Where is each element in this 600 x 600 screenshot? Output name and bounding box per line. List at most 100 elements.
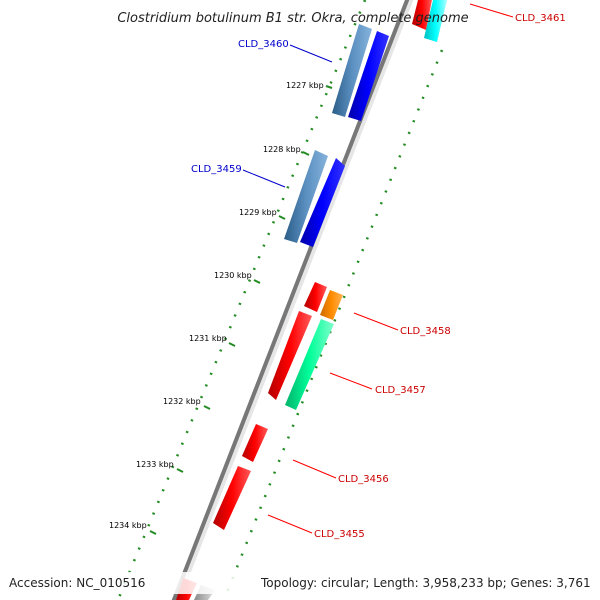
tick-dot: [257, 255, 261, 259]
tick-dot: [137, 547, 141, 550]
map-title: Clostridium botulinum B1 str. Okra, comp…: [117, 11, 468, 26]
gene-CLD_3457[interactable]: [268, 311, 334, 410]
tick-dot: [252, 267, 256, 271]
tick-dot: [243, 290, 247, 294]
gene-label-CLD_3458[interactable]: CLD_3458: [400, 326, 451, 337]
tick-dot: [393, 166, 397, 170]
tick-label-1233: 1233 kbp: [136, 460, 174, 469]
tick-dot: [300, 400, 304, 404]
gene-label-CLD_3456[interactable]: CLD_3456: [338, 474, 389, 485]
tick-dot: [291, 424, 295, 428]
tick-dot: [259, 506, 263, 510]
tick-dot: [407, 131, 411, 135]
tick-mark: [253, 279, 261, 284]
tick-dot: [300, 150, 304, 154]
gene-body-red: [412, 0, 432, 30]
tick-dot: [370, 225, 374, 229]
tick-dot: [152, 512, 156, 515]
gene-label-CLD_3460[interactable]: CLD_3460: [238, 39, 289, 50]
tick-dot: [233, 314, 237, 317]
tick-dot: [363, 0, 367, 3]
leader-line: [353, 312, 399, 331]
gene-CLD_3456[interactable]: [242, 424, 268, 462]
backbone-ring: [171, 0, 410, 600]
topology-text: Topology: circular; Length: 3,958,233 bp…: [260, 576, 591, 590]
tick-dot: [286, 185, 290, 189]
tick-dot: [351, 272, 355, 275]
tick-mark: [176, 468, 184, 473]
gene-CLD_3460[interactable]: [332, 24, 389, 121]
tick-dot: [240, 553, 244, 557]
tick-dot: [342, 295, 346, 299]
tick-dot: [180, 442, 184, 446]
gene-body-blue: [300, 158, 345, 247]
tick-dot: [329, 81, 333, 84]
tick-dot: [333, 318, 337, 322]
tick-dot: [235, 564, 239, 568]
tick-dot: [334, 69, 338, 73]
tick-label-1227: 1227 kbp: [286, 81, 324, 90]
tick-dot: [219, 349, 223, 352]
gene-CLD_3455[interactable]: [213, 466, 251, 530]
tick-dot: [310, 127, 314, 131]
tick-dot: [204, 384, 208, 387]
tick-dot: [435, 61, 439, 65]
tick-label-1232: 1232 kbp: [163, 397, 201, 406]
tick-dot: [276, 209, 280, 213]
gene-body-orange: [320, 290, 343, 320]
tick-mark: [325, 85, 333, 89]
tick-dot: [142, 535, 146, 539]
tick-dot: [263, 494, 267, 498]
tick-dot: [249, 529, 253, 533]
gene-body-red: [304, 282, 327, 312]
tick-mark: [278, 215, 286, 220]
tick-dot: [254, 518, 258, 521]
tick-dot: [147, 523, 151, 527]
tick-dot: [348, 34, 352, 38]
tick-dot: [358, 11, 362, 14]
tick-dot: [430, 72, 434, 76]
tick-dot: [247, 279, 252, 282]
gene-CLD_3458[interactable]: [304, 282, 343, 320]
tick-labels: 1227 kbp 1228 kbp 1229 kbp 1230 kbp 1231…: [109, 81, 333, 535]
tick-dot: [291, 174, 295, 178]
tick-dot: [295, 162, 300, 166]
tick-dot: [440, 49, 444, 53]
tick-label-1234: 1234 kbp: [109, 521, 147, 530]
tick-dot: [353, 22, 357, 26]
tick-dot: [305, 139, 309, 143]
gene-body-red: [242, 424, 268, 462]
gene-CLD_3461[interactable]: [412, 0, 447, 42]
tick-dot: [361, 248, 365, 252]
gene-label-CLD_3455[interactable]: CLD_3455: [314, 529, 365, 540]
leader-line: [289, 44, 333, 63]
leader-line: [469, 3, 514, 18]
tick-dot: [398, 154, 402, 158]
gene-body-blue: [348, 31, 389, 121]
tick-dot: [228, 325, 232, 329]
gene-CLD_3459[interactable]: [284, 150, 345, 247]
tick-dot: [365, 236, 369, 240]
tick-dot: [118, 593, 122, 597]
tick-dot: [286, 436, 290, 439]
tick-dot: [426, 84, 430, 88]
tick-mark: [149, 530, 157, 535]
tick-dot: [156, 500, 160, 504]
tick-mark: [203, 405, 211, 410]
leader-line: [242, 169, 286, 188]
tick-dot: [171, 465, 175, 469]
gene-label-CLD_3459[interactable]: CLD_3459: [191, 164, 242, 175]
tick-dot: [209, 372, 213, 376]
tick-dot: [272, 471, 277, 475]
gene-body-steel: [284, 150, 328, 243]
tick-mark: [302, 151, 310, 156]
tick-dot: [339, 57, 343, 61]
tick-dot: [271, 220, 276, 224]
tick-dot: [402, 143, 407, 147]
gene-label-CLD_3457[interactable]: CLD_3457: [375, 385, 426, 396]
tick-track-left: [118, 0, 367, 597]
gene-body-steel: [332, 24, 372, 117]
gene-label-CLD_3461[interactable]: CLD_3461: [515, 13, 566, 24]
